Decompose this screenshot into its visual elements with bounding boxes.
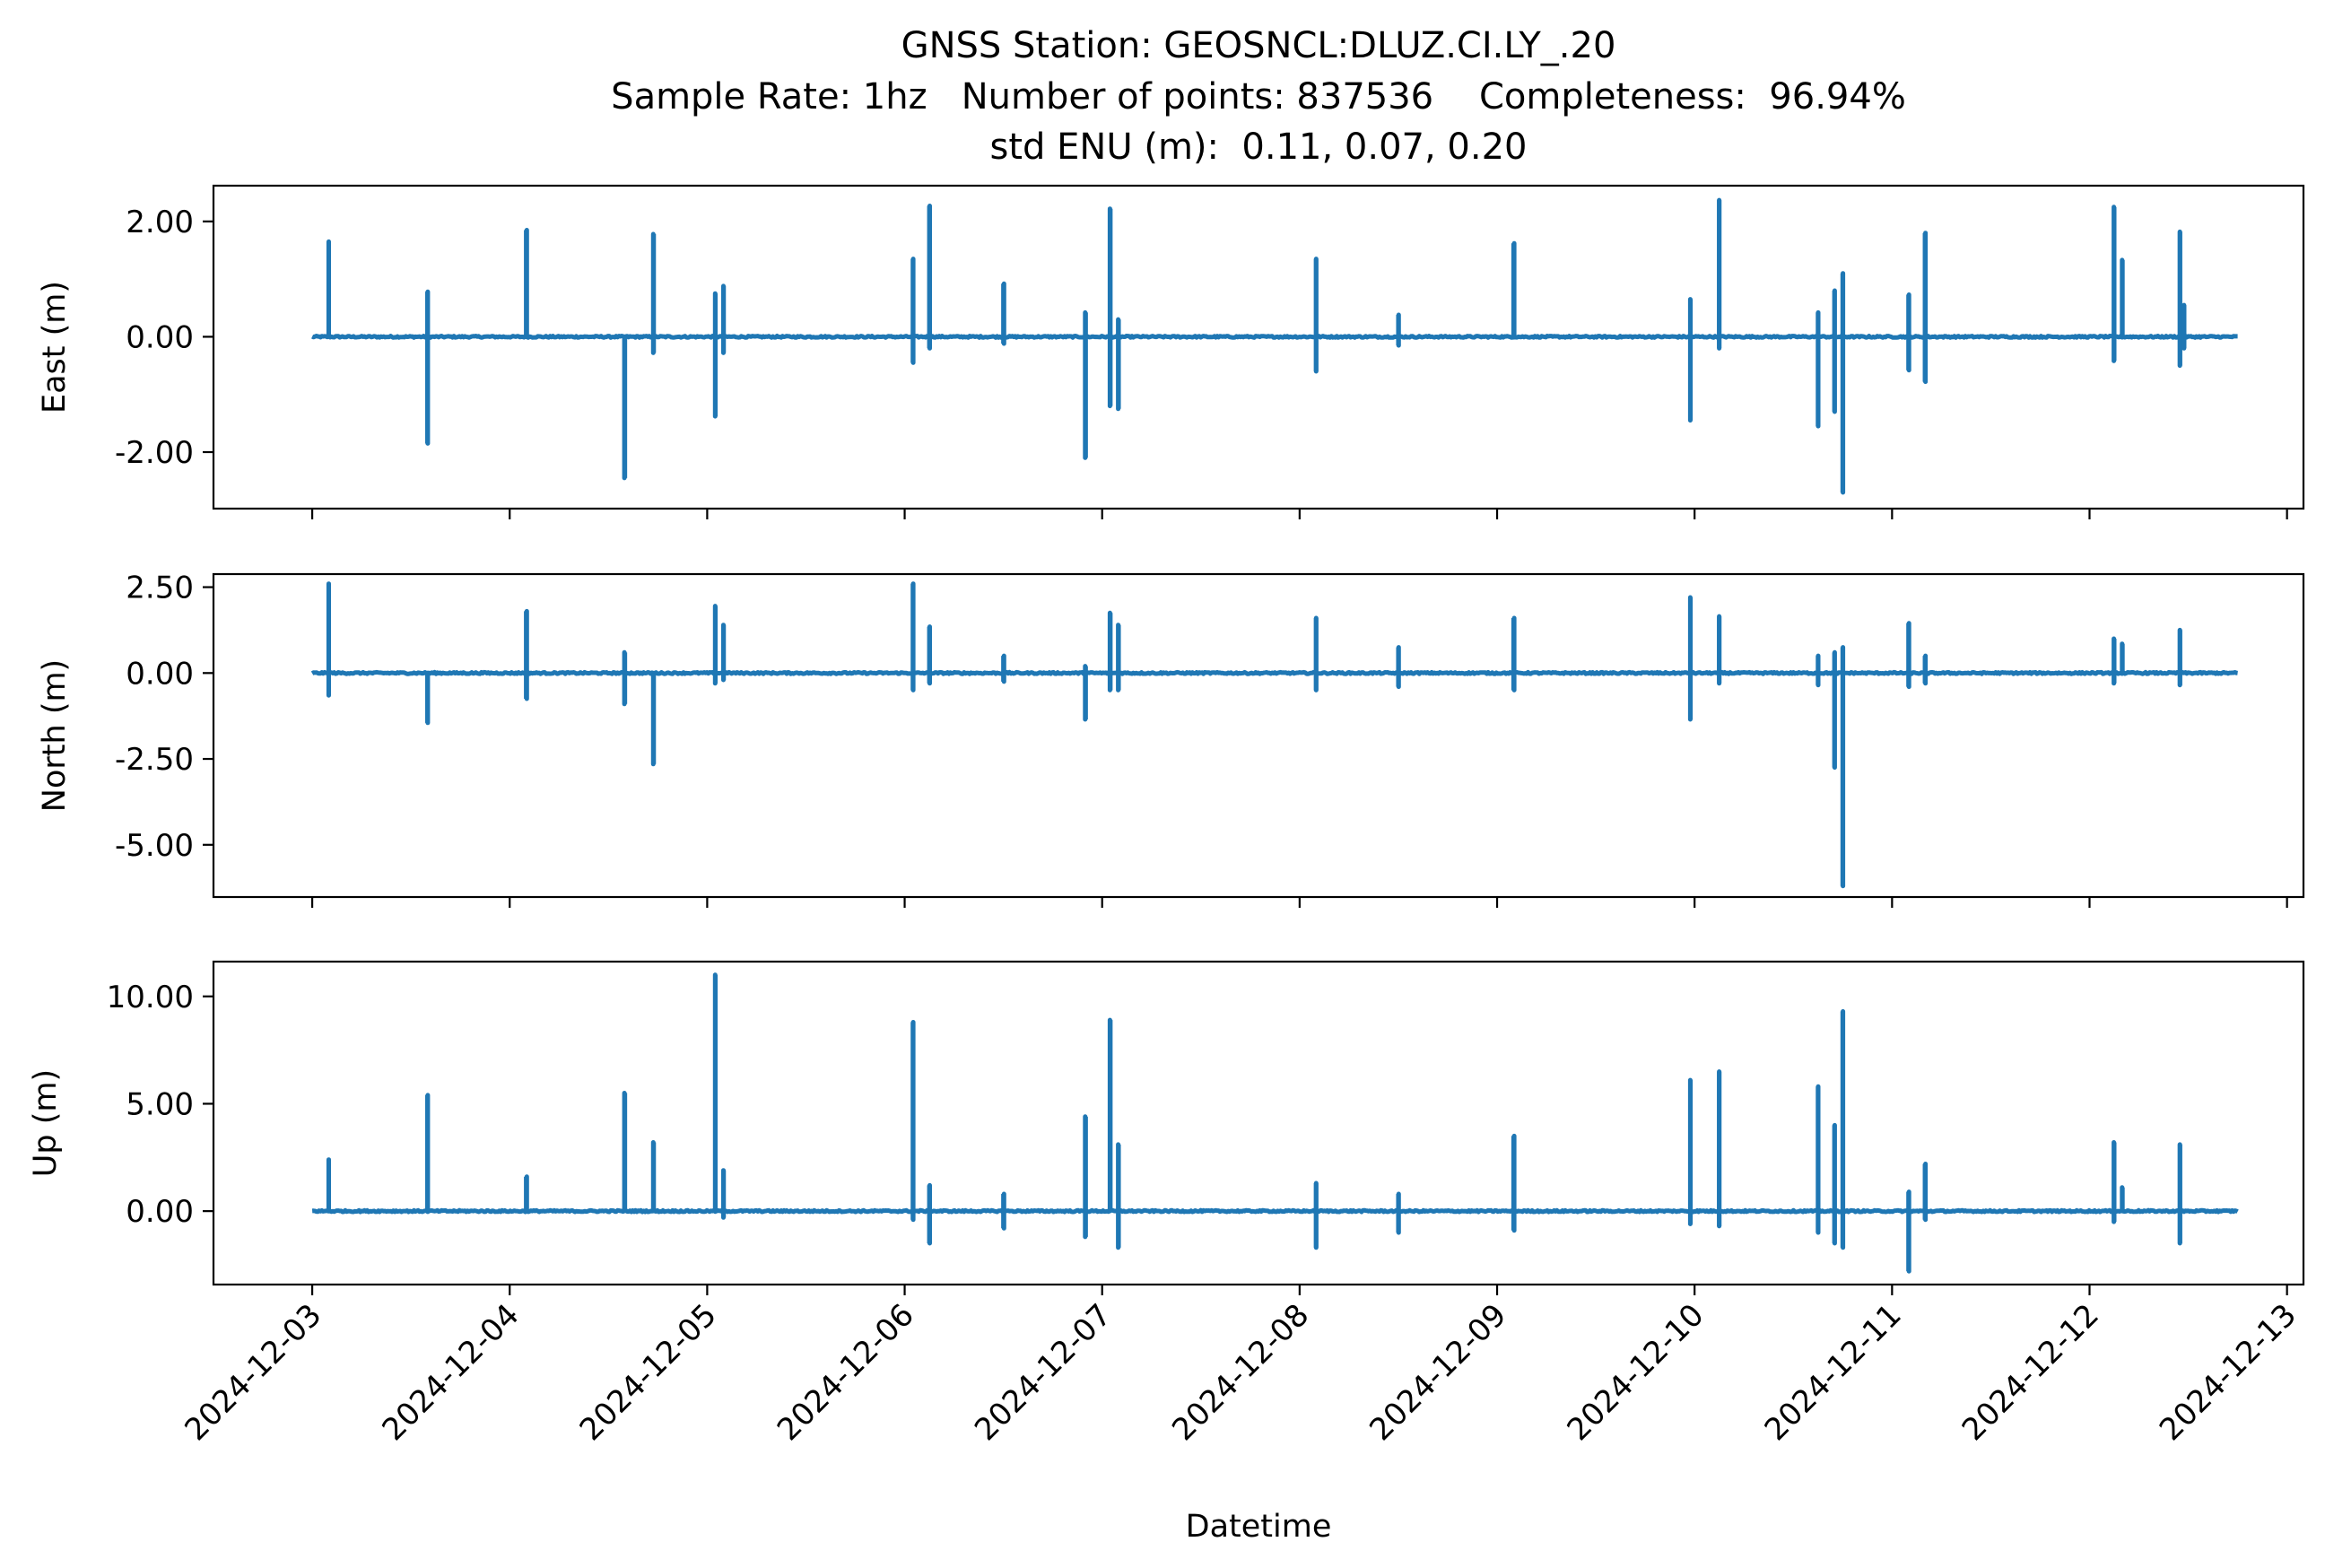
x-axis-label: Datetime: [1186, 1509, 1332, 1545]
chart-title-line-3: std ENU (m): 0.11, 0.07, 0.20: [990, 126, 1528, 168]
y-tick-label: -5.00: [115, 828, 194, 864]
y-tick-label: 2.50: [126, 571, 194, 606]
y-axis-label: East (m): [37, 281, 73, 414]
axes-frame: [212, 960, 2305, 1286]
y-tick-label: 10.00: [107, 980, 194, 1015]
chart-title-line-2: Sample Rate: 1hz Number of points: 83753…: [611, 76, 1906, 118]
y-tick-label: -2.50: [115, 742, 194, 778]
series-line: [311, 197, 2239, 495]
axes-frame: [212, 572, 2305, 899]
y-tick-label: 0.00: [126, 1194, 194, 1230]
axes-frame: [212, 184, 2305, 510]
y-axis-label: North (m): [37, 659, 73, 812]
y-tick-label: 5.00: [126, 1086, 194, 1122]
y-tick-label: 2.00: [126, 205, 194, 240]
y-tick-label: 0.00: [126, 319, 194, 355]
y-axis-label: Up (m): [28, 1069, 64, 1177]
series-line: [310, 581, 2239, 889]
series-line: [311, 972, 2239, 1274]
east-panel: 2.00 0.00 -2.00 East (m): [37, 184, 2305, 519]
y-tick-label: 0.00: [126, 656, 194, 692]
chart-title-line-1: GNSS Station: GEOSNCL:DLUZ.CI.LY_.20: [901, 25, 1616, 66]
north-panel: 2.50 0.00 -2.50 -5.00 North (m): [37, 571, 2305, 908]
y-tick-label: -2.00: [115, 435, 194, 471]
